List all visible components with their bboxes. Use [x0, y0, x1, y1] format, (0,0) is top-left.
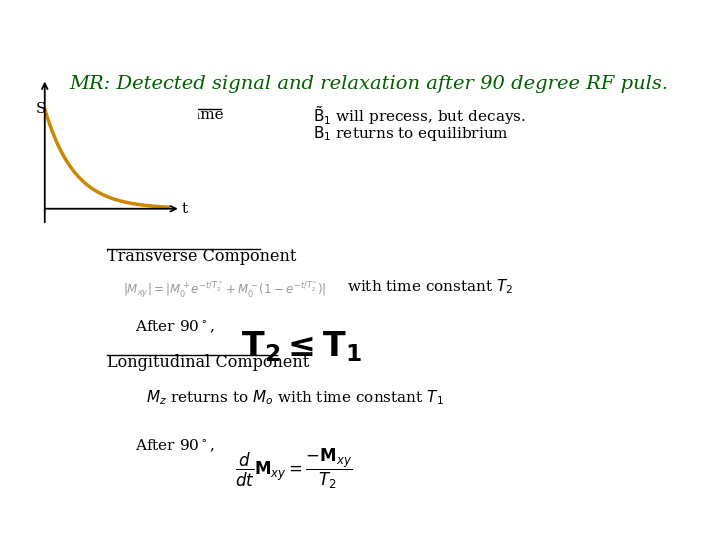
Text: t: t [182, 202, 188, 216]
Text: $\tilde{\mathrm{B}}_1$ will precess, but decays.: $\tilde{\mathrm{B}}_1$ will precess, but… [313, 104, 526, 127]
Text: $\mathrm{B}_1$ returns to equilibrium: $\mathrm{B}_1$ returns to equilibrium [313, 124, 509, 143]
Text: After 90$^\circ$,: After 90$^\circ$, [135, 319, 215, 335]
Text: Rotating frame: Rotating frame [107, 109, 223, 123]
Text: Transverse Component: Transverse Component [107, 248, 296, 265]
Text: $|M_{xy}| = |M_0^+ e^{-t/T_2^*} + M_0^-(1-e^{-t/T_2^*})|$: $|M_{xy}| = |M_0^+ e^{-t/T_2^*} + M_0^-(… [124, 279, 327, 300]
Text: $\dfrac{d}{dt}\mathbf{M}_{xy} = \dfrac{-\mathbf{M}_{xy}}{T_2}$: $\dfrac{d}{dt}\mathbf{M}_{xy} = \dfrac{-… [235, 447, 353, 491]
Text: $M_z$ returns to $M_o$ with time constant $T_1$: $M_z$ returns to $M_o$ with time constan… [145, 388, 444, 407]
Text: Longitudinal Component: Longitudinal Component [107, 354, 309, 371]
Text: $\mathbf{T_2 \leq T_1}$: $\mathbf{T_2 \leq T_1}$ [240, 329, 361, 363]
Text: S: S [36, 102, 47, 116]
Text: MR: Detected signal and relaxation after 90 degree RF puls.: MR: Detected signal and relaxation after… [69, 75, 669, 93]
Text: After 90$^\circ$,: After 90$^\circ$, [135, 437, 215, 454]
Text: with time constant $T_2$: with time constant $T_2$ [347, 278, 513, 296]
